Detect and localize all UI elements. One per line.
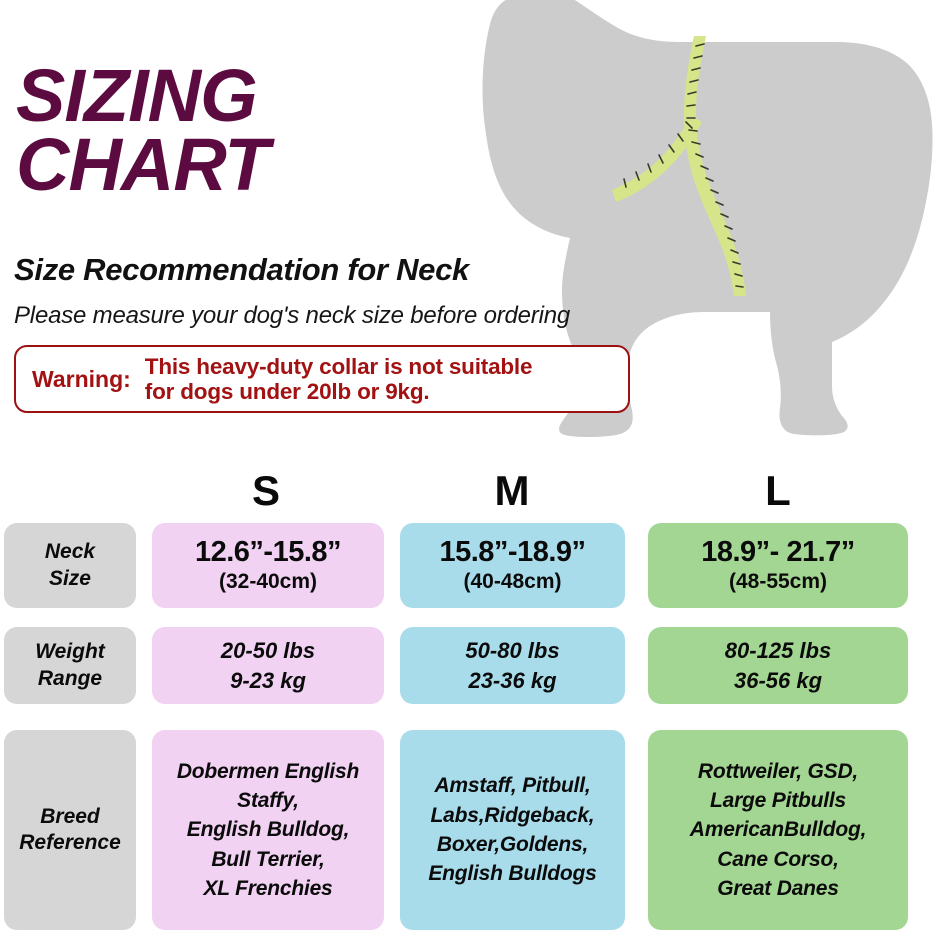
page-title: SIZING CHART bbox=[16, 54, 270, 206]
neck-size-inches: 12.6”-15.8” bbox=[194, 536, 342, 569]
neck-size-cell-l: 18.9”- 21.7” (48-55cm) bbox=[648, 523, 908, 608]
neck-size-cell-m: 15.8”-18.9” (40-48cm) bbox=[400, 523, 625, 608]
row-label-breed-reference: Breed Reference bbox=[4, 730, 136, 930]
breed-reference-cell-m: Amstaff, Pitbull, Labs,Ridgeback, Boxer,… bbox=[400, 730, 625, 930]
warning-label: Warning: bbox=[32, 365, 131, 392]
weight-range-cell-l: 80-125 lbs 36-56 kg bbox=[648, 627, 908, 704]
measure-instruction: Please measure your dog's neck size befo… bbox=[14, 302, 571, 329]
warning-box: Warning: This heavy-duty collar is not s… bbox=[14, 345, 630, 413]
neck-size-inches: 18.9”- 21.7” bbox=[701, 536, 855, 569]
weight-range-cell-s: 20-50 lbs 9-23 kg bbox=[152, 627, 384, 704]
neck-size-cm: (40-48cm) bbox=[463, 569, 562, 593]
measuring-tape-icon bbox=[612, 36, 746, 296]
page-subtitle: Size Recommendation for Neck bbox=[14, 252, 469, 287]
neck-size-cm: (32-40cm) bbox=[218, 569, 318, 593]
size-header-s: S bbox=[251, 467, 280, 514]
weight-range-cell-m: 50-80 lbs 23-36 kg bbox=[400, 627, 625, 704]
breed-list: Dobermen English Staffy, English Bulldog… bbox=[176, 759, 360, 901]
weight-range-value: 50-80 lbs 23-36 kg bbox=[465, 637, 560, 693]
warning-message: This heavy-duty collar is not suitable f… bbox=[144, 353, 533, 404]
breed-list: Rottweiler, GSD, Large Pitbulls American… bbox=[689, 759, 867, 901]
size-header-l: L bbox=[765, 467, 791, 514]
neck-size-cm: (48-55cm) bbox=[728, 569, 828, 593]
row-label-neck-size: Neck Size bbox=[4, 523, 136, 608]
weight-range-value: 80-125 lbs 36-56 kg bbox=[724, 637, 832, 693]
neck-size-cell-s: 12.6”-15.8” (32-40cm) bbox=[152, 523, 384, 608]
size-header-m: M bbox=[494, 467, 530, 514]
row-label-weight-range: Weight Range bbox=[4, 627, 136, 704]
breed-reference-cell-l: Rottweiler, GSD, Large Pitbulls American… bbox=[648, 730, 908, 930]
neck-size-inches: 15.8”-18.9” bbox=[439, 536, 586, 569]
weight-range-value: 20-50 lbs 9-23 kg bbox=[220, 637, 316, 693]
breed-list: Amstaff, Pitbull, Labs,Ridgeback, Boxer,… bbox=[428, 774, 597, 886]
breed-reference-cell-s: Dobermen English Staffy, English Bulldog… bbox=[152, 730, 384, 930]
